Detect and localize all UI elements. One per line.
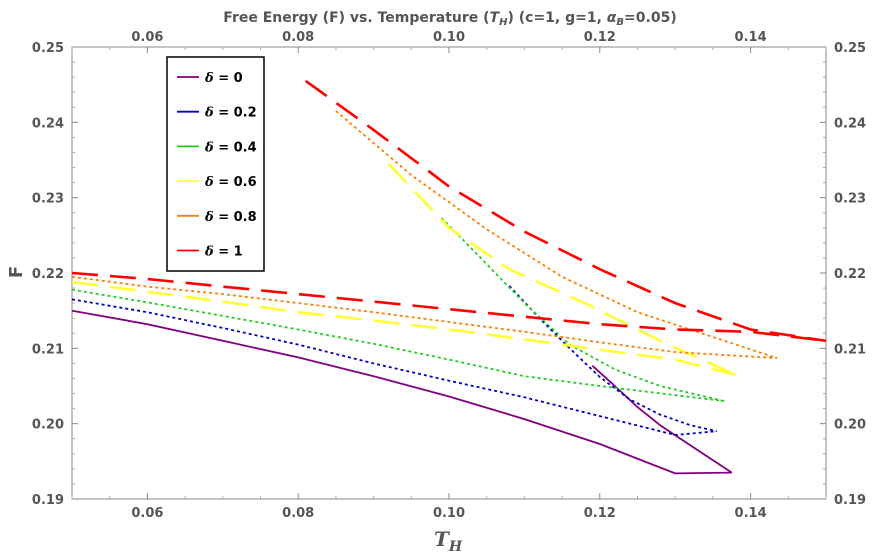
x-tick-label: 0.14 xyxy=(735,506,767,521)
y-tick-label: 0.21 xyxy=(32,342,64,357)
legend-label-3: δ = 0.6 xyxy=(204,175,257,190)
y-tick-label-right: 0.20 xyxy=(834,418,866,433)
series-2-branch-0 xyxy=(72,288,725,402)
x-tick-label: 0.12 xyxy=(584,506,616,521)
x-tick-label-top: 0.08 xyxy=(282,30,314,45)
x-tick-label: 0.08 xyxy=(282,506,314,521)
legend-label-1: δ = 0.2 xyxy=(204,106,257,121)
legend-label-5: δ = 1 xyxy=(204,245,243,260)
series-3-branch-1 xyxy=(387,162,737,376)
series-3-branch-0 xyxy=(72,280,736,376)
series-2-branch-1 xyxy=(440,217,725,402)
y-tick-label: 0.19 xyxy=(32,493,64,508)
axis-ticks: 0.06 0.06 0.08 0.08 0.10 0.10 0.12 0.12 0.14 0.14… xyxy=(32,30,866,521)
legend-label-0: δ = 0 xyxy=(204,71,243,86)
series-4-branch-1 xyxy=(335,110,778,359)
series-0-branch-1 xyxy=(591,365,733,474)
y-tick-label: 0.20 xyxy=(32,418,64,433)
x-tick-label-top: 0.14 xyxy=(735,30,767,45)
x-tick-label-top: 0.12 xyxy=(584,30,616,45)
chart-title: Free Energy (F) vs. Temperature (TH) (c=… xyxy=(223,10,676,28)
x-tick-label-top: 0.06 xyxy=(131,30,163,45)
x-axis-label: TH xyxy=(434,527,463,554)
y-tick-label: 0.23 xyxy=(32,192,64,207)
series-1-branch-1 xyxy=(508,285,717,433)
series-1-branch-0 xyxy=(72,298,717,436)
series-5-branch-0 xyxy=(72,271,826,343)
x-tick-label: 0.06 xyxy=(131,506,163,521)
y-tick-label-right: 0.24 xyxy=(834,116,866,131)
y-tick-label: 0.24 xyxy=(32,116,64,131)
series-0-branch-0 xyxy=(72,309,732,475)
series-5-branch-1 xyxy=(304,79,826,343)
y-tick-label-right: 0.22 xyxy=(834,267,866,282)
legend: δ = 0 δ = 0.2 δ = 0.4 δ = 0.6 δ = 0.8 δ = 1 xyxy=(166,56,265,272)
y-tick-label-right: 0.21 xyxy=(834,342,866,357)
x-tick-label-top: 0.10 xyxy=(433,30,465,45)
series-4-branch-0 xyxy=(72,275,778,359)
legend-label-4: δ = 0.8 xyxy=(204,210,257,225)
y-axis-label: F xyxy=(6,266,27,278)
legend-box xyxy=(166,56,265,272)
y-tick-label-right: 0.19 xyxy=(834,493,866,508)
legend-label-2: δ = 0.4 xyxy=(204,140,257,155)
y-tick-label-right: 0.23 xyxy=(834,192,866,207)
series-lines xyxy=(72,79,826,475)
y-tick-label: 0.22 xyxy=(32,267,64,282)
x-tick-label: 0.10 xyxy=(433,506,465,521)
y-tick-label: 0.25 xyxy=(32,41,64,56)
y-tick-label-right: 0.25 xyxy=(834,41,866,56)
